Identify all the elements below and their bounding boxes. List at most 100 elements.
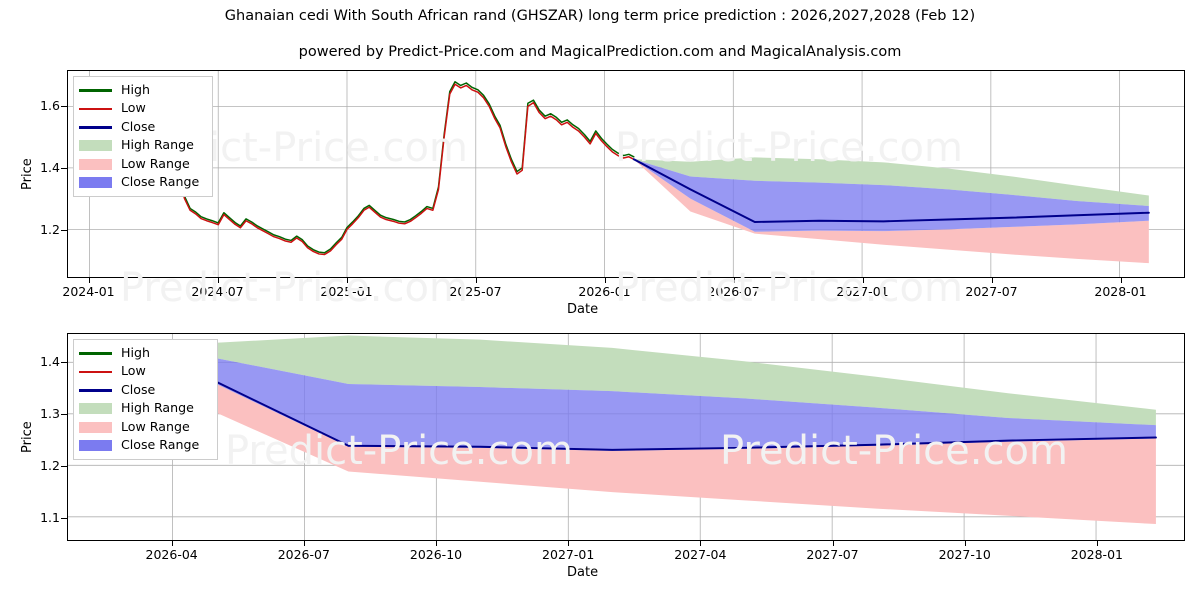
top-legend-item-high-range: High Range xyxy=(79,137,205,156)
page-title: Ghanaian cedi With South African rand (G… xyxy=(224,8,976,24)
top-legend-label: High Range xyxy=(121,137,194,153)
bottom-legend-label: Low Range xyxy=(121,418,190,434)
y-tick-mark xyxy=(61,167,67,169)
bottom-x-tick-label: 2027-04 xyxy=(674,547,727,562)
top-legend-label: Low xyxy=(121,100,146,116)
top-y-tick-label: 1.4 xyxy=(40,159,60,175)
bottom-y-tick-label: 1.4 xyxy=(40,353,60,369)
top-x-tick-label: 2027-07 xyxy=(965,284,1018,299)
legend-patch-icon xyxy=(79,177,112,189)
x-tick-mark xyxy=(862,278,864,283)
top-legend-swatch-2 xyxy=(79,121,112,134)
bottom-x-tick-label: 2028-01 xyxy=(1070,547,1123,562)
top-legend-item-low: Low xyxy=(79,100,205,119)
top-plot-area xyxy=(67,70,1185,278)
legend-line-icon xyxy=(79,370,112,374)
legend-patch-icon xyxy=(79,140,112,152)
top-legend-item-close-range: Close Range xyxy=(79,174,205,193)
bottom-plot-area xyxy=(67,333,1185,541)
bottom-x-tick-label: 2026-04 xyxy=(145,547,198,562)
bottom-legend-label: High Range xyxy=(121,400,194,416)
y-tick-mark xyxy=(61,517,67,519)
top-chart-legend: High Low Close High Range Low Range Close Ran… xyxy=(73,76,213,197)
bottom-x-tick-label: 2026-10 xyxy=(409,547,463,562)
top-legend-label: Close Range xyxy=(121,174,200,190)
top-x-tick-label: 2024-07 xyxy=(191,284,244,299)
x-tick-mark xyxy=(568,541,570,546)
legend-patch-icon xyxy=(79,421,112,433)
bottom-chart-svg xyxy=(68,334,1184,540)
bottom-legend-swatch-4 xyxy=(79,421,112,434)
x-tick-mark xyxy=(303,541,305,546)
top-legend-item-close: Close xyxy=(79,118,205,137)
x-tick-mark xyxy=(733,278,735,283)
top-legend-swatch-5 xyxy=(79,176,112,189)
legend-line-icon xyxy=(79,107,112,111)
bottom-legend-swatch-2 xyxy=(79,384,112,397)
bottom-y-tick-label: 1.1 xyxy=(40,509,60,525)
bottom-legend-swatch-5 xyxy=(79,439,112,452)
top-chart-svg xyxy=(68,71,1184,277)
top-x-tick-label: 2026-01 xyxy=(578,284,631,299)
bottom-legend-label: Low xyxy=(121,363,146,379)
bottom-legend-item-close-range: Close Range xyxy=(79,437,210,456)
legend-patch-icon xyxy=(79,403,112,415)
top-x-tick-label: 2026-07 xyxy=(707,284,760,299)
y-tick-mark xyxy=(61,361,67,363)
page-subtitle: powered by Predict-Price.com and Magical… xyxy=(298,44,902,60)
top-legend-label: Close xyxy=(121,118,156,134)
legend-line-icon xyxy=(79,389,112,392)
x-tick-mark xyxy=(475,278,477,283)
x-tick-mark xyxy=(700,541,702,546)
bottom-legend-item-close: Close xyxy=(79,381,210,400)
x-tick-mark xyxy=(88,278,90,283)
legend-line-icon xyxy=(79,89,112,92)
top-legend-swatch-3 xyxy=(79,139,112,152)
bottom-legend-item-high-range: High Range xyxy=(79,400,210,419)
top-legend-swatch-1 xyxy=(79,102,112,115)
top-legend-swatch-4 xyxy=(79,158,112,171)
legend-patch-icon xyxy=(79,158,112,170)
top-legend-item-low-range: Low Range xyxy=(79,155,205,174)
top-legend-item-high: High xyxy=(79,81,205,100)
y-tick-mark xyxy=(61,229,67,231)
top-x-tick-label: 2025-07 xyxy=(449,284,502,299)
bottom-legend-item-low-range: Low Range xyxy=(79,418,210,437)
y-tick-mark xyxy=(61,413,67,415)
x-tick-mark xyxy=(832,541,834,546)
top-legend-label: Low Range xyxy=(121,155,190,171)
x-tick-mark xyxy=(171,541,173,546)
bottom-legend-label: Close Range xyxy=(121,437,200,453)
x-tick-mark xyxy=(991,278,993,283)
bottom-legend-swatch-1 xyxy=(79,365,112,378)
top-legend-label: High xyxy=(121,81,150,97)
bottom-chart-legend: High Low Close High Range Low Range Close Ran… xyxy=(73,339,218,460)
x-tick-mark xyxy=(1120,278,1122,283)
legend-patch-icon xyxy=(79,440,112,452)
legend-line-icon xyxy=(79,126,112,129)
bottom-x-tick-label: 2027-01 xyxy=(542,547,595,562)
bottom-y-axis-label: Price xyxy=(20,421,35,453)
bottom-legend-swatch-0 xyxy=(79,347,112,360)
top-legend-swatch-0 xyxy=(79,84,112,97)
bottom-legend-label: High xyxy=(121,344,150,360)
top-x-axis-label: Date xyxy=(567,302,599,317)
top-y-tick-label: 1.6 xyxy=(40,97,60,113)
top-chart-panel xyxy=(67,70,1185,278)
y-tick-mark xyxy=(61,465,67,467)
top-x-tick-label: 2025-01 xyxy=(320,284,373,299)
x-tick-mark xyxy=(217,278,219,283)
top-x-tick-label: 2027-01 xyxy=(836,284,889,299)
bottom-x-tick-label: 2026-07 xyxy=(277,547,330,562)
bottom-y-tick-label: 1.2 xyxy=(40,457,60,473)
x-tick-mark xyxy=(346,278,348,283)
x-tick-mark xyxy=(1096,541,1098,546)
bottom-x-tick-label: 2027-10 xyxy=(938,547,991,562)
legend-line-icon xyxy=(79,352,112,355)
y-tick-mark xyxy=(61,105,67,107)
bottom-legend-label: Close xyxy=(121,381,156,397)
x-tick-mark xyxy=(604,278,606,283)
top-x-tick-label: 2024-01 xyxy=(62,284,115,299)
top-x-tick-label: 2028-01 xyxy=(1094,284,1147,299)
